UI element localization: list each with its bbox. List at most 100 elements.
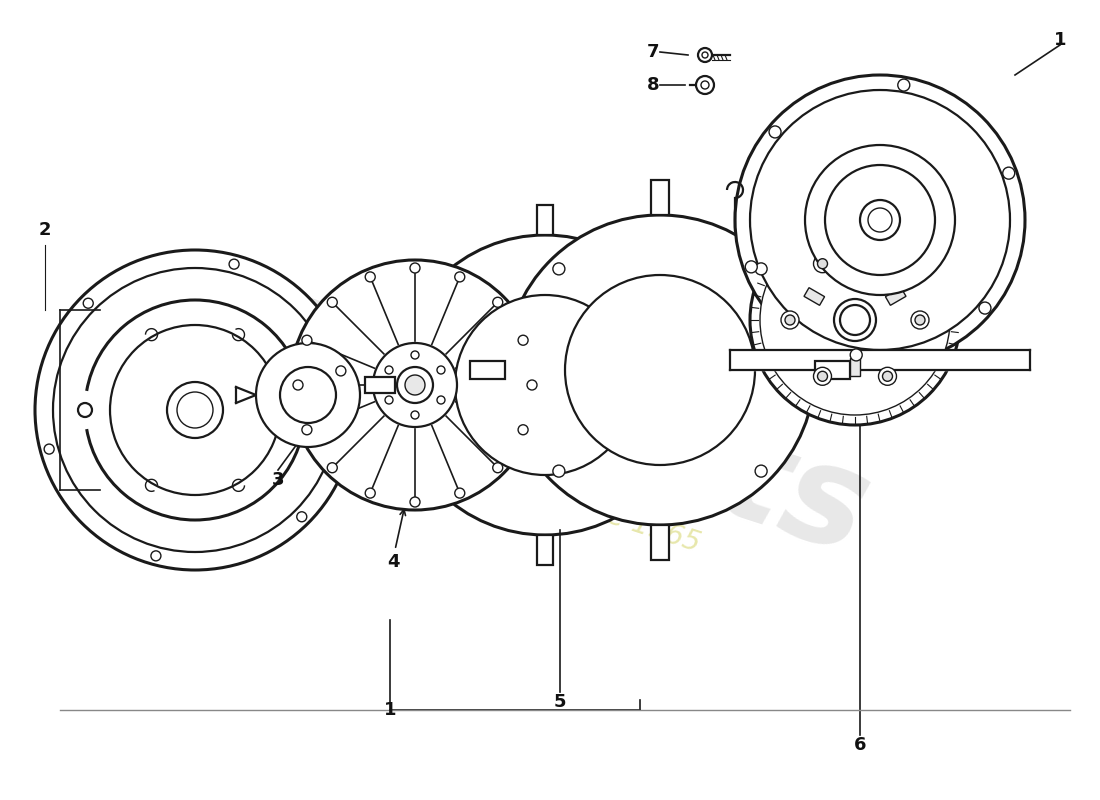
Circle shape	[405, 375, 425, 395]
Polygon shape	[886, 288, 906, 306]
Circle shape	[35, 250, 355, 570]
Circle shape	[840, 305, 870, 335]
Circle shape	[437, 396, 446, 404]
Circle shape	[411, 351, 419, 359]
Circle shape	[746, 261, 757, 273]
Text: 1: 1	[1054, 31, 1066, 49]
Text: europarts: europarts	[114, 217, 886, 583]
Circle shape	[44, 444, 54, 454]
Circle shape	[915, 315, 925, 325]
Polygon shape	[651, 180, 669, 215]
Circle shape	[410, 263, 420, 273]
Circle shape	[769, 126, 781, 138]
Circle shape	[328, 298, 338, 307]
Circle shape	[395, 235, 695, 535]
Circle shape	[455, 295, 635, 475]
Circle shape	[493, 298, 503, 307]
Circle shape	[898, 79, 910, 91]
Circle shape	[1003, 167, 1014, 179]
Text: 4: 4	[387, 553, 399, 571]
Circle shape	[301, 335, 312, 346]
Circle shape	[701, 81, 710, 89]
Circle shape	[834, 299, 876, 341]
Circle shape	[518, 335, 528, 346]
Circle shape	[385, 396, 393, 404]
Circle shape	[365, 272, 375, 282]
Circle shape	[84, 298, 94, 308]
Circle shape	[814, 367, 832, 386]
Text: 8: 8	[647, 76, 659, 94]
Circle shape	[298, 403, 312, 417]
Circle shape	[702, 52, 708, 58]
Circle shape	[817, 371, 827, 382]
Circle shape	[373, 343, 456, 427]
Circle shape	[565, 275, 755, 465]
Circle shape	[437, 366, 446, 374]
Circle shape	[411, 411, 419, 419]
Circle shape	[336, 366, 345, 376]
Circle shape	[410, 497, 420, 507]
Circle shape	[493, 462, 503, 473]
Polygon shape	[850, 358, 860, 376]
Circle shape	[750, 90, 1010, 350]
Circle shape	[698, 48, 712, 62]
Circle shape	[553, 465, 565, 477]
Circle shape	[817, 258, 827, 269]
Polygon shape	[537, 535, 553, 565]
Circle shape	[256, 343, 360, 447]
Circle shape	[781, 311, 799, 329]
Circle shape	[882, 258, 892, 269]
Circle shape	[280, 367, 336, 423]
Circle shape	[385, 366, 393, 374]
Circle shape	[860, 200, 900, 240]
Circle shape	[735, 75, 1025, 365]
Circle shape	[879, 367, 896, 386]
Circle shape	[505, 215, 815, 525]
Circle shape	[527, 380, 537, 390]
Text: 5: 5	[553, 693, 566, 711]
Circle shape	[151, 551, 161, 561]
Circle shape	[760, 225, 950, 415]
Circle shape	[454, 488, 465, 498]
Circle shape	[825, 165, 935, 275]
Circle shape	[293, 380, 303, 390]
Circle shape	[911, 311, 930, 329]
Polygon shape	[815, 361, 850, 379]
Circle shape	[167, 382, 223, 438]
Circle shape	[785, 315, 795, 325]
Circle shape	[454, 272, 465, 282]
Polygon shape	[651, 525, 669, 560]
Circle shape	[805, 145, 955, 295]
Circle shape	[328, 462, 338, 473]
Text: a passion for parts since 1965: a passion for parts since 1965	[296, 402, 704, 558]
Circle shape	[78, 403, 92, 417]
Circle shape	[365, 488, 375, 498]
Circle shape	[882, 371, 892, 382]
Text: 1: 1	[384, 701, 396, 719]
Text: 2: 2	[39, 221, 52, 239]
Polygon shape	[804, 288, 825, 306]
Circle shape	[979, 302, 991, 314]
Circle shape	[755, 465, 767, 477]
Circle shape	[696, 76, 714, 94]
Circle shape	[755, 263, 767, 275]
Polygon shape	[537, 205, 553, 235]
Circle shape	[229, 259, 239, 269]
Text: 6: 6	[854, 736, 867, 754]
Text: 7: 7	[647, 43, 659, 61]
Circle shape	[750, 215, 960, 425]
Circle shape	[553, 263, 565, 275]
Polygon shape	[365, 377, 395, 393]
Circle shape	[868, 208, 892, 232]
Circle shape	[850, 349, 862, 361]
Circle shape	[177, 392, 213, 428]
Circle shape	[290, 260, 540, 510]
Text: 3: 3	[272, 471, 284, 489]
Circle shape	[397, 367, 433, 403]
Circle shape	[879, 254, 896, 273]
Circle shape	[301, 425, 312, 434]
Circle shape	[518, 425, 528, 434]
Circle shape	[53, 268, 337, 552]
Circle shape	[814, 254, 832, 273]
Polygon shape	[470, 361, 505, 379]
